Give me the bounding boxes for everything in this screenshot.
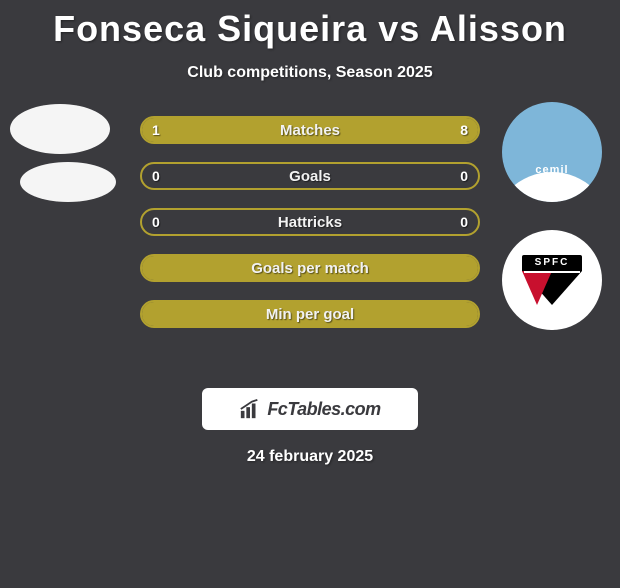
stat-label: Hattricks (278, 214, 342, 231)
chart-icon (239, 398, 261, 420)
page-title: Fonseca Siqueira vs Alisson (0, 8, 620, 50)
stat-row: 1 8 Matches (140, 116, 480, 144)
player-right-club-1: cemil (502, 102, 602, 202)
stat-label: Matches (280, 122, 340, 139)
stat-label: Goals (289, 168, 331, 185)
stat-row: Min per goal (140, 300, 480, 328)
fctables-logo: FcTables.com (202, 388, 418, 430)
stat-value-right: 0 (460, 168, 468, 184)
stat-row: 0 0 Hattricks (140, 208, 480, 236)
bar-fill-left (142, 118, 179, 142)
stat-label: Min per goal (266, 306, 354, 323)
club-badge-text: SPFC (522, 255, 582, 271)
date-line: 24 february 2025 (0, 448, 620, 466)
stat-label: Goals per match (251, 260, 369, 277)
season-subtitle: Club competitions, Season 2025 (0, 64, 620, 82)
stat-value-left: 0 (152, 214, 160, 230)
stat-value-left: 0 (152, 168, 160, 184)
stat-row: 0 0 Goals (140, 162, 480, 190)
stat-value-right: 0 (460, 214, 468, 230)
comparison-area: cemil SPFC 18Matches00Goals00HattricksGo… (0, 116, 620, 366)
logo-text: FcTables.com (267, 399, 380, 420)
stat-value-right: 8 (460, 122, 468, 138)
stat-row: Goals per match (140, 254, 480, 282)
player-left-avatar-1 (10, 104, 110, 154)
player-left-avatar-2 (20, 162, 116, 202)
stat-value-left: 1 (152, 122, 160, 138)
comparison-bars: 1 8 Matches 0 0 Goals 0 0 Hattricks Goals per mat… (140, 116, 480, 328)
player-right-club-2: SPFC (502, 230, 602, 330)
